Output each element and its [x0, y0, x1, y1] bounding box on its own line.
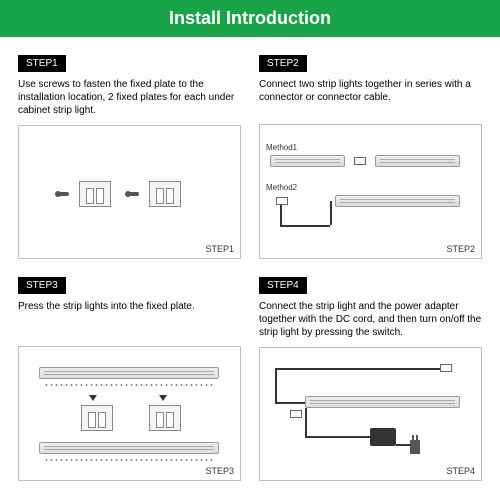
cable-icon: [280, 225, 330, 227]
strip-light-icon: [335, 195, 460, 207]
led-dots-icon: [44, 458, 214, 462]
step1-label: STEP1: [205, 244, 234, 254]
cable-icon: [275, 368, 440, 370]
cable-icon: [275, 368, 277, 402]
step2-diagram: Method1 Method2 STEP2: [259, 124, 482, 259]
strip-light-icon: [270, 155, 345, 167]
method1-label: Method1: [266, 143, 297, 152]
method2-label: Method2: [266, 183, 297, 192]
step3-desc: Press the strip lights into the fixed pl…: [18, 300, 241, 338]
fixed-plate-icon: [79, 181, 111, 207]
step4-tag: STEP4: [259, 277, 307, 294]
step2-label: STEP2: [446, 244, 475, 254]
step3-tag: STEP3: [18, 277, 66, 294]
panel-step3: STEP3 Press the strip lights into the fi…: [18, 277, 241, 481]
switch-icon: [440, 364, 452, 372]
cable-icon: [275, 402, 305, 404]
plug-icon: [410, 440, 420, 454]
panel-step1: STEP1 Use screws to fasten the fixed pla…: [18, 55, 241, 259]
panel-step4: STEP4 Connect the strip light and the po…: [259, 277, 482, 481]
steps-grid: STEP1 Use screws to fasten the fixed pla…: [0, 37, 500, 499]
step1-tag: STEP1: [18, 55, 66, 72]
step1-diagram: STEP1: [18, 125, 241, 259]
fixed-plate-icon: [81, 405, 113, 431]
step3-label: STEP3: [205, 466, 234, 476]
screw-icon: [129, 192, 139, 196]
step3-diagram: STEP3: [18, 346, 241, 481]
power-adapter-icon: [370, 428, 396, 446]
step4-label: STEP4: [446, 466, 475, 476]
connector-icon: [354, 157, 366, 165]
screw-icon: [59, 192, 69, 196]
arrow-down-icon: [89, 395, 97, 401]
cable-icon: [330, 201, 332, 225]
dc-connector-icon: [290, 410, 302, 418]
strip-light-icon: [305, 396, 460, 408]
step2-tag: STEP2: [259, 55, 307, 72]
strip-light-icon: [39, 367, 219, 379]
fixed-plate-icon: [149, 181, 181, 207]
arrow-down-icon: [159, 395, 167, 401]
cable-icon: [396, 444, 410, 446]
led-dots-icon: [44, 383, 214, 387]
step4-diagram: STEP4: [259, 347, 482, 481]
fixed-plate-icon: [149, 405, 181, 431]
strip-light-icon: [375, 155, 460, 167]
strip-light-icon: [39, 442, 219, 454]
step1-desc: Use screws to fasten the fixed plate to …: [18, 78, 241, 117]
connector-icon: [276, 197, 288, 205]
cable-icon: [305, 408, 307, 436]
cable-icon: [305, 436, 370, 438]
page-title: Install Introduction: [0, 0, 500, 37]
step2-desc: Connect two strip lights together in ser…: [259, 78, 482, 116]
panel-step2: STEP2 Connect two strip lights together …: [259, 55, 482, 259]
step4-desc: Connect the strip light and the power ad…: [259, 300, 482, 339]
